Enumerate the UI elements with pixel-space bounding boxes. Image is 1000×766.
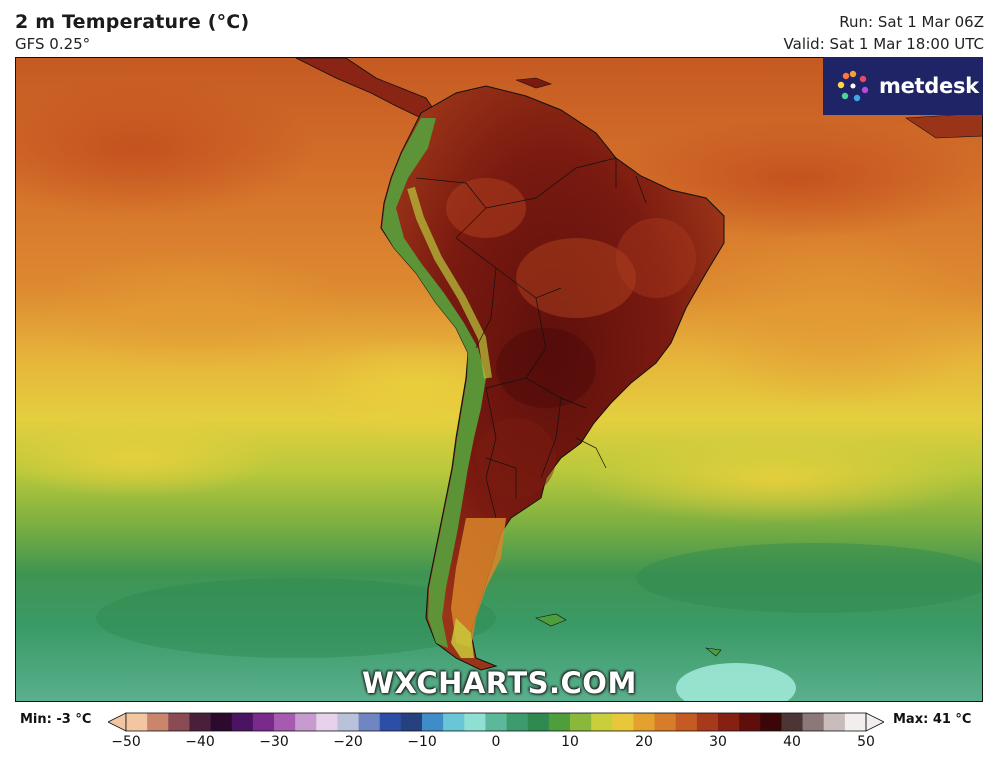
map-canvas: [16, 58, 982, 701]
colorbar-segment: [506, 713, 529, 731]
colorbar-segment: [210, 713, 233, 731]
temperature-map: [15, 57, 983, 702]
colorbar-segment: [231, 713, 254, 731]
colorbar-tick-label: 10: [561, 734, 579, 750]
min-temperature-label: Min: -3 °C: [20, 712, 92, 727]
colorbar-tick-label: 0: [491, 734, 501, 750]
run-time: Run: Sat 1 Mar 06Z: [839, 13, 984, 31]
colorbar-tick-label: 40: [783, 734, 801, 750]
colorbar-segment: [654, 713, 677, 731]
colorbar-segment: [400, 713, 423, 731]
metdesk-logo: metdesk: [823, 57, 983, 115]
colorbar-segment: [591, 713, 613, 731]
caribbean-island: [515, 77, 552, 89]
colorbar-tick-label: −10: [407, 734, 437, 750]
colorbar-segment: [760, 713, 783, 731]
falkland-islands: [535, 613, 567, 627]
colorbar-segment: [781, 713, 804, 731]
chart-title: 2 m Temperature (°C): [15, 11, 250, 33]
colorbar-tick-label: 50: [857, 734, 875, 750]
colorbar-segment: [823, 713, 846, 731]
colorbar-tick-label: 30: [709, 734, 727, 750]
colorbar-segment: [464, 713, 487, 731]
patagonia-region: [451, 518, 506, 648]
andes-mountain-band: [382, 118, 486, 648]
color-scale-legend: Min: -3 °C Max: 41 °C −50 −40 −30 −20 −10 0 10…: [0, 704, 1000, 766]
colorbar-segment: [337, 713, 360, 731]
colorbar: [108, 712, 884, 732]
valid-time: Valid: Sat 1 Mar 18:00 UTC: [783, 35, 984, 53]
colorbar-tick-label: −30: [259, 734, 289, 750]
colorbar-segment: [718, 713, 740, 731]
colorbar-segment: [147, 713, 169, 731]
colorbar-max-arrow: [865, 712, 884, 732]
max-temperature-label: Max: 41 °C: [893, 712, 972, 727]
colorbar-segment: [739, 713, 761, 731]
colorbar-segment: [443, 713, 465, 731]
colorbar-segment: [316, 713, 339, 731]
colorbar-segment: [189, 713, 212, 731]
colorbar-segment: [844, 713, 867, 731]
colorbar-segment: [295, 713, 317, 731]
colorbar-segment: [527, 713, 550, 731]
logo-text: metdesk: [879, 74, 979, 98]
colorbar-segment: [633, 713, 656, 731]
colorbar-segment: [675, 713, 698, 731]
chart-header: 2 m Temperature (°C) GFS 0.25° Run: Sat …: [0, 0, 1000, 58]
colorbar-segment: [358, 713, 381, 731]
colorbar-segment: [252, 713, 275, 731]
colorbar-tick-label: −20: [333, 734, 363, 750]
colorbar-tick-label: −50: [111, 734, 141, 750]
colorbar-segment: [126, 713, 148, 731]
country-borders: [415, 157, 647, 519]
colorbar-tick-label: −40: [185, 734, 215, 750]
colorbar-segment: [802, 713, 825, 731]
colorbar-segment: [422, 713, 444, 731]
colorbar-tick-label: 20: [635, 734, 653, 750]
colorbar-segment: [168, 713, 191, 731]
colorbar-min-arrow: [108, 712, 127, 732]
tierra-del-fuego-region: [451, 618, 474, 658]
colorbar-outline: [125, 712, 867, 732]
colorbar-segment: [570, 713, 592, 731]
colorbar-segment: [485, 713, 508, 731]
wxcharts-watermark: WXCHARTS.COM: [362, 666, 637, 700]
interior-temperature-patches: [446, 178, 696, 498]
metdesk-logo-icon: [837, 70, 869, 102]
south-georgia-island: [704, 647, 722, 657]
colorbar-segment: [696, 713, 719, 731]
model-label: GFS 0.25°: [15, 35, 91, 53]
colorbar-segment: [379, 713, 402, 731]
colorbar-segment: [612, 713, 635, 731]
andes-highland-band: [407, 186, 492, 379]
colorbar-segment: [548, 713, 571, 731]
colorbar-segment: [274, 713, 296, 731]
